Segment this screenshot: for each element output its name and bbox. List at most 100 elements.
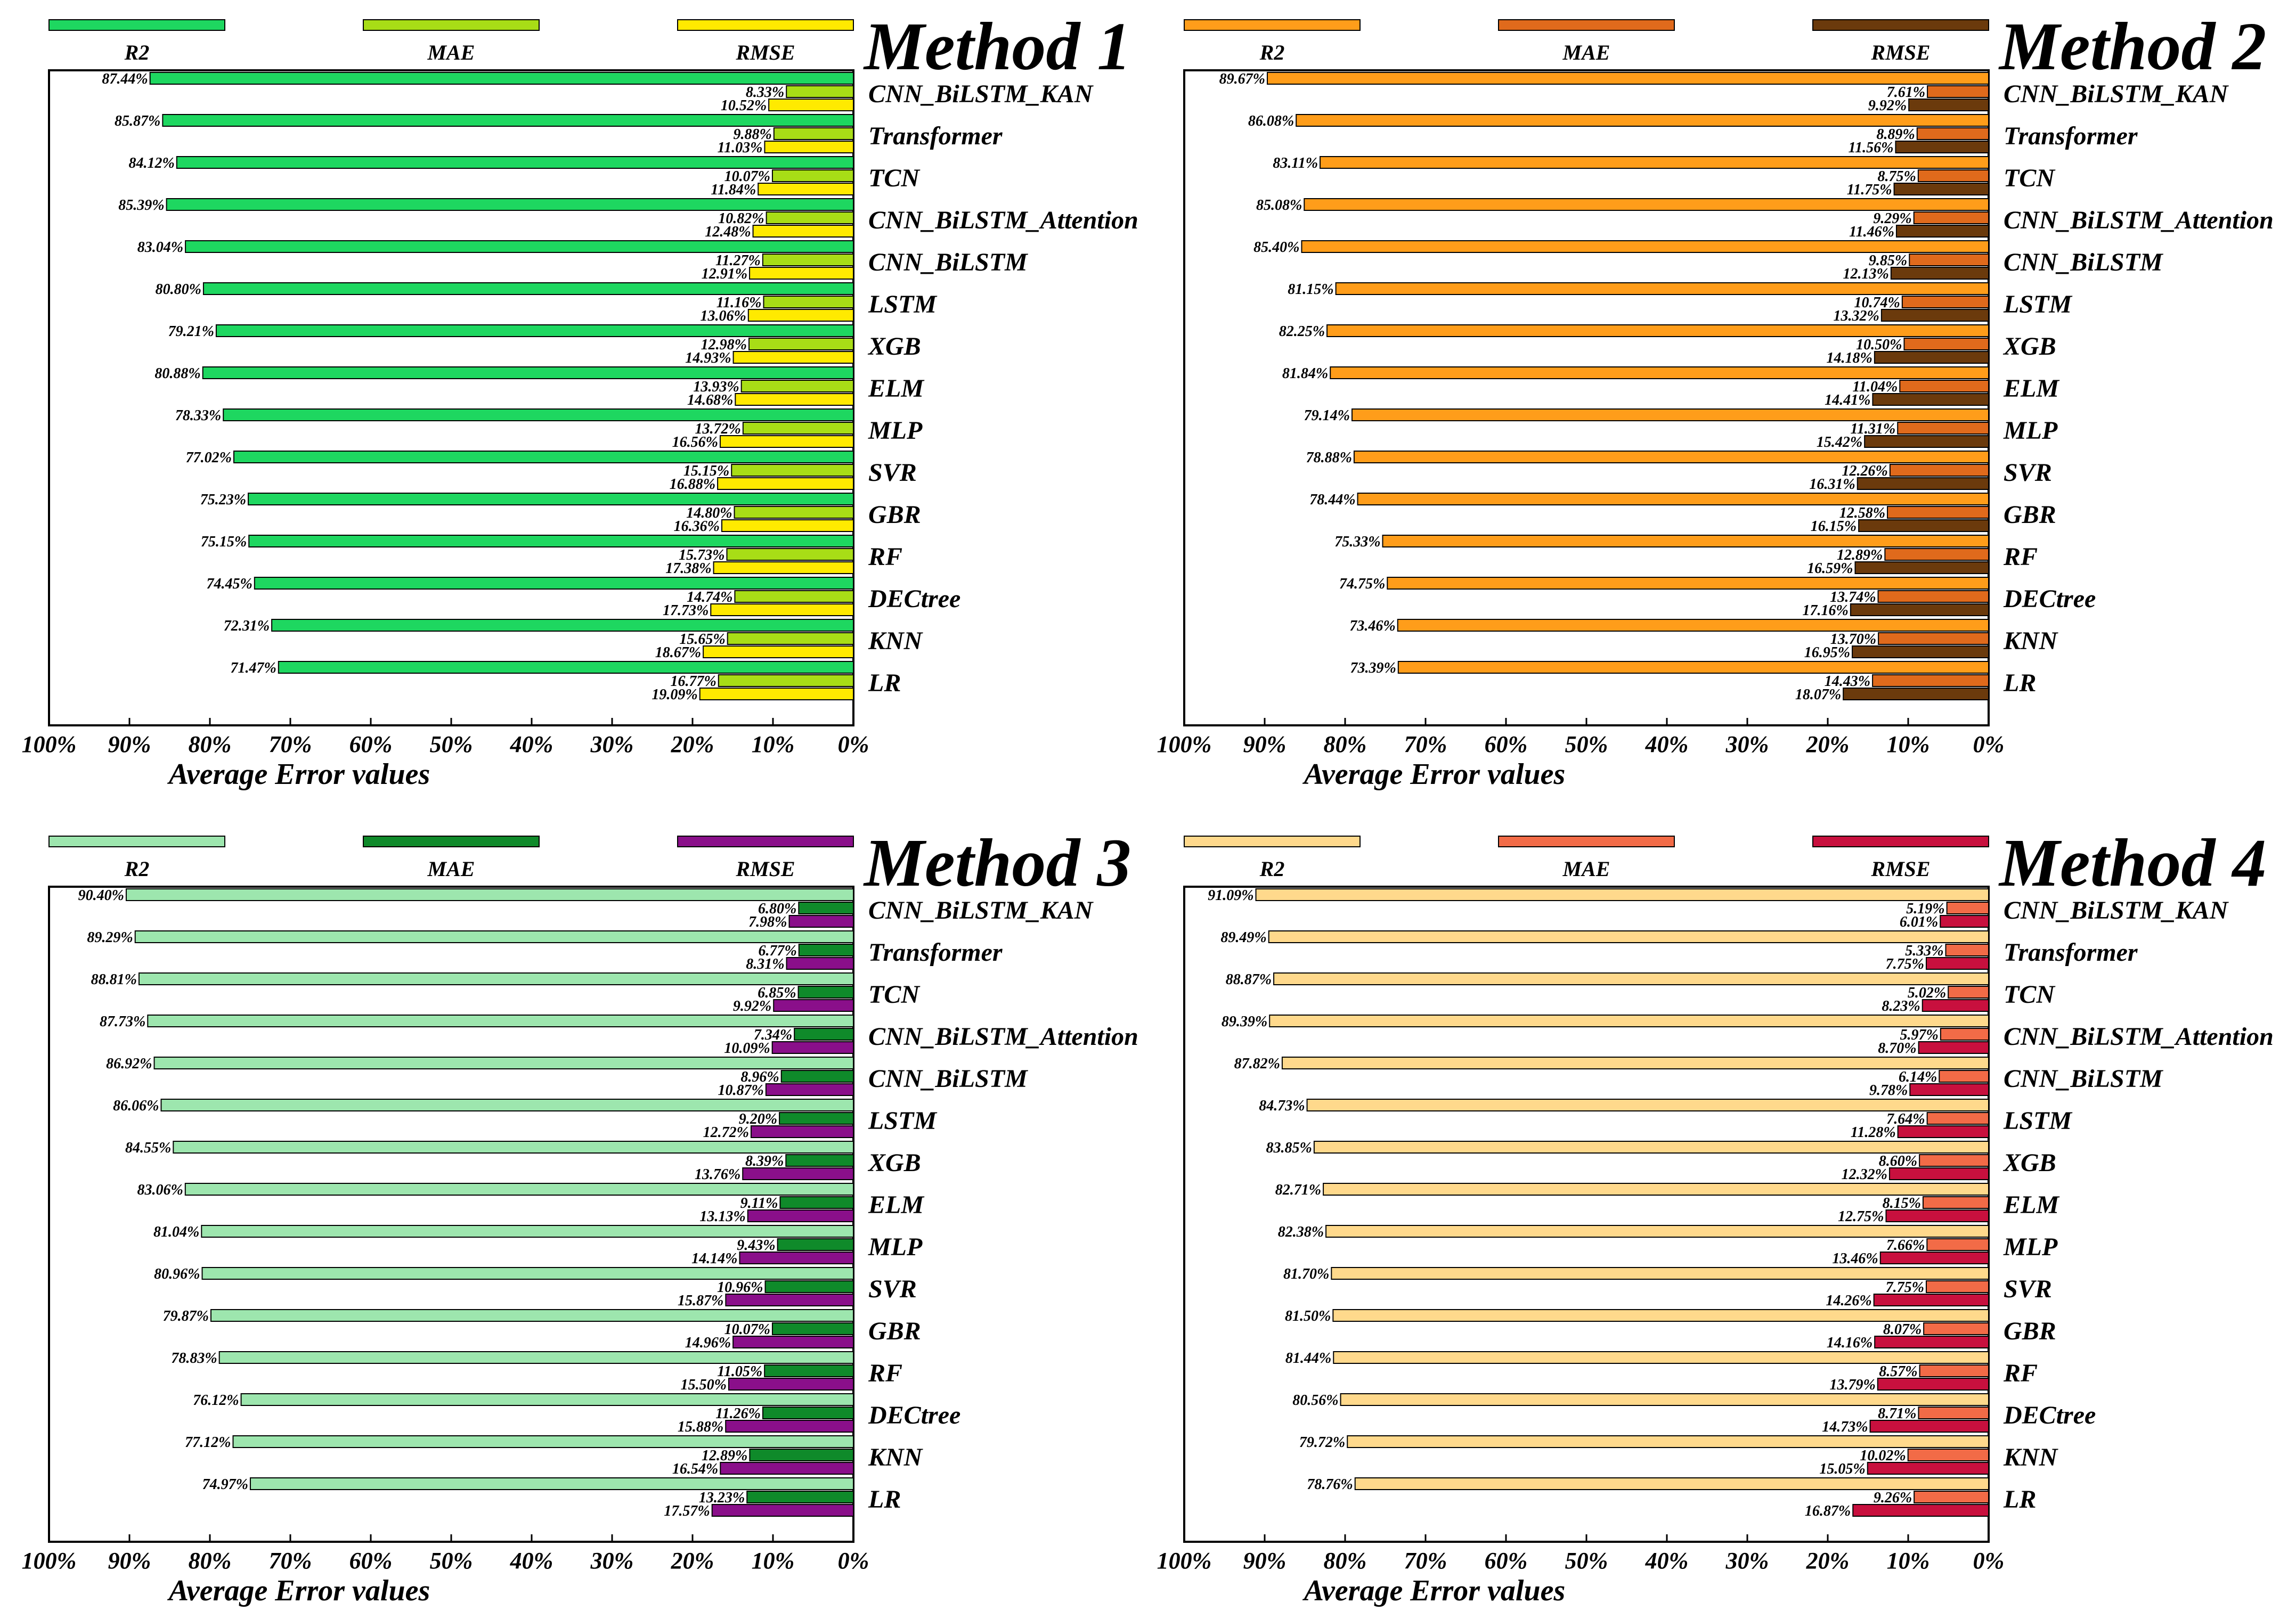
data-label-r2: 85.87% [115,113,160,129]
category-label: MLP [2003,416,2058,445]
category-label: Transformer [868,122,1003,150]
data-label-mae: 8.33% [746,84,784,101]
bar-rmse [1852,645,1989,658]
data-label-r2: 74.45% [206,576,252,592]
legend-label-mae: MAE [427,40,475,64]
data-label-rmse: 17.16% [1803,602,1849,619]
x-tick-label: 100% [22,731,77,757]
data-label-mae: 9.29% [1873,210,1911,227]
data-label-r2: 82.71% [1275,1182,1321,1198]
data-label-mae: 5.19% [1906,901,1944,917]
bar-rmse [720,1462,854,1475]
bar-r2 [1269,1015,1989,1027]
bar-rmse [1874,351,1990,364]
category-label: GBR [868,1317,921,1345]
category-label: KNN [868,1443,924,1471]
bar-mae [1903,338,1989,350]
data-label-rmse: 13.79% [1829,1377,1875,1393]
bar-mae [1884,548,1990,561]
bar-rmse [768,99,854,111]
legend-swatch-r2 [48,836,225,847]
bar-r2 [202,282,854,295]
data-label-mae: 13.23% [699,1490,745,1506]
category-label: ELM [868,374,925,403]
legend-label-rmse: RMSE [1870,40,1930,64]
bar-rmse [719,435,854,448]
x-tick-label: 80% [1324,731,1367,757]
data-label-r2: 75.33% [1334,534,1380,550]
bar-rmse [1925,957,1990,970]
bar-mae [1922,1196,1990,1209]
data-label-r2: 90.40% [78,887,124,904]
bar-mae [779,1196,854,1209]
data-label-mae: 10.74% [1854,295,1900,311]
bar-r2 [1325,1225,1989,1238]
data-label-rmse: 16.87% [1805,1503,1851,1519]
category-label: GBR [2004,1317,2056,1345]
x-tick-label: 70% [1404,1548,1447,1574]
bar-mae [764,1280,854,1293]
legend-swatch-mae [1498,19,1675,31]
category-label: Transformer [2004,122,2138,150]
data-label-r2: 81.44% [1285,1350,1331,1367]
data-label-mae: 9.11% [740,1195,778,1212]
data-label-mae: 8.15% [1883,1195,1921,1212]
data-label-mae: 8.07% [1883,1321,1922,1338]
bar-mae [734,506,854,519]
bar-mae [742,422,854,435]
x-axis-label: Average Error values [1302,1574,1566,1607]
data-label-r2: 78.33% [175,407,221,424]
category-label: SVR [868,459,917,487]
data-label-r2: 77.12% [185,1434,231,1451]
data-label-r2: 89.39% [1222,1013,1267,1030]
bar-rmse [1879,1252,1989,1264]
x-tick-label: 20% [1806,1548,1850,1574]
category-label: SVR [2004,1275,2052,1303]
x-tick-label: 90% [108,731,151,757]
bar-rmse [739,1252,854,1264]
data-label-rmse: 11.56% [1849,140,1894,156]
chart-panel-4: R2 MAE RMSE Method 4 91.09% 5.19%6.01% CNN_BiL… [1157,825,2274,1607]
bar-r2 [1340,1393,1989,1406]
data-label-r2: 81.50% [1285,1308,1331,1324]
bar-r2 [1266,72,1989,85]
category-label: CNN_BiLSTM_KAN [2004,80,2229,108]
data-label-mae: 14.80% [686,505,732,521]
data-label-rmse: 14.16% [1827,1335,1872,1351]
bar-rmse [747,1209,854,1222]
bar-r2 [184,1183,854,1196]
category-label: CNN_BiLSTM_KAN [868,896,1094,925]
legend-swatch-mae [1498,836,1675,847]
legend-swatch-r2 [1184,836,1361,847]
data-label-r2: 79.14% [1304,407,1350,424]
data-label-r2: 80.56% [1292,1392,1338,1409]
bar-r2 [232,1435,854,1448]
data-label-mae: 13.70% [1830,631,1876,648]
x-tick-label: 30% [590,1548,634,1574]
data-label-r2: 75.15% [201,534,247,550]
data-label-mae: 13.93% [693,379,739,395]
category-label: LR [2003,669,2036,697]
bar-mae [1877,590,1989,603]
bar-r2 [1357,493,1989,505]
bar-mae [726,548,854,561]
bar-r2 [1301,240,1989,253]
data-label-r2: 83.85% [1266,1140,1312,1156]
bar-rmse [713,561,854,574]
data-label-rmse: 13.76% [695,1166,740,1183]
data-label-rmse: 18.67% [655,644,701,661]
data-label-r2: 82.38% [1278,1224,1324,1240]
bar-rmse [710,603,854,616]
bar-mae [1939,1070,1989,1083]
data-label-r2: 84.73% [1259,1098,1305,1114]
data-label-mae: 9.20% [739,1111,777,1127]
bar-rmse [765,1083,854,1096]
bar-mae [785,1154,854,1167]
bar-mae [1897,422,1989,435]
data-label-mae: 10.07% [724,168,770,185]
bar-rmse [725,1294,854,1306]
data-label-mae: 8.39% [745,1153,784,1170]
bar-mae [797,986,854,999]
bar-rmse [1850,603,1990,616]
bar-rmse [1864,435,1989,448]
